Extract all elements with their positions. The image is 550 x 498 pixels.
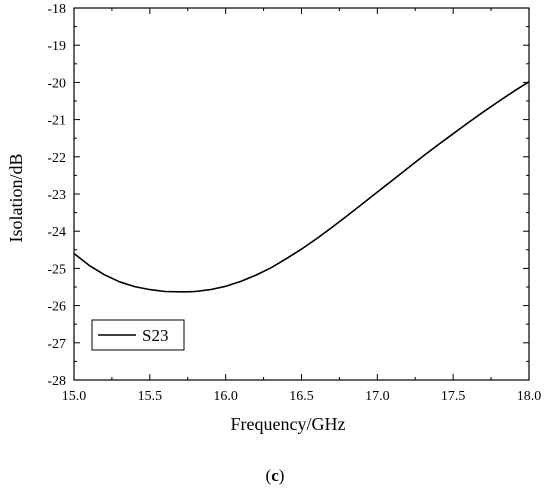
x-tick-label: 16.5 <box>289 389 314 404</box>
series-lines <box>73 81 530 293</box>
legend: S23 <box>91 319 185 351</box>
y-tick-label: -28 <box>47 374 66 389</box>
axis-ticks: 15.0 15.5 16.0 16.5 17.0 17.5 18.0 -28 -27 -26 -25… <box>47 2 541 404</box>
series-line-s23 <box>73 81 530 293</box>
y-tick-label: -27 <box>47 337 66 352</box>
x-tick-label: 15.5 <box>138 389 163 404</box>
caption-open-paren: ( <box>265 466 272 485</box>
y-axis-title: Isolation/dB <box>6 154 26 243</box>
x-tick-label: 16.0 <box>213 389 238 404</box>
y-tick-label: -20 <box>47 76 66 91</box>
y-tick-label: -19 <box>47 39 66 54</box>
y-tick-label: -24 <box>47 225 66 240</box>
caption-close-paren: ) <box>278 466 285 485</box>
x-tick-label: 17.0 <box>365 389 390 404</box>
x-tick-label: 17.5 <box>441 389 466 404</box>
caption-letter: c <box>271 466 279 485</box>
y-tick-label: -23 <box>47 188 66 203</box>
y-tick-label: -25 <box>47 262 66 277</box>
x-axis-title: Frequency/GHz <box>231 414 346 434</box>
y-tick-label: -21 <box>47 114 66 129</box>
figure-caption: (c) <box>0 466 550 486</box>
legend-box <box>91 319 185 351</box>
y-tick-label: -18 <box>47 2 66 17</box>
y-tick-label: -26 <box>47 300 66 315</box>
x-tick-label: 15.0 <box>62 389 87 404</box>
y-tick-label: -22 <box>47 151 66 166</box>
x-tick-label: 18.0 <box>517 389 542 404</box>
legend-label: S23 <box>142 326 168 345</box>
